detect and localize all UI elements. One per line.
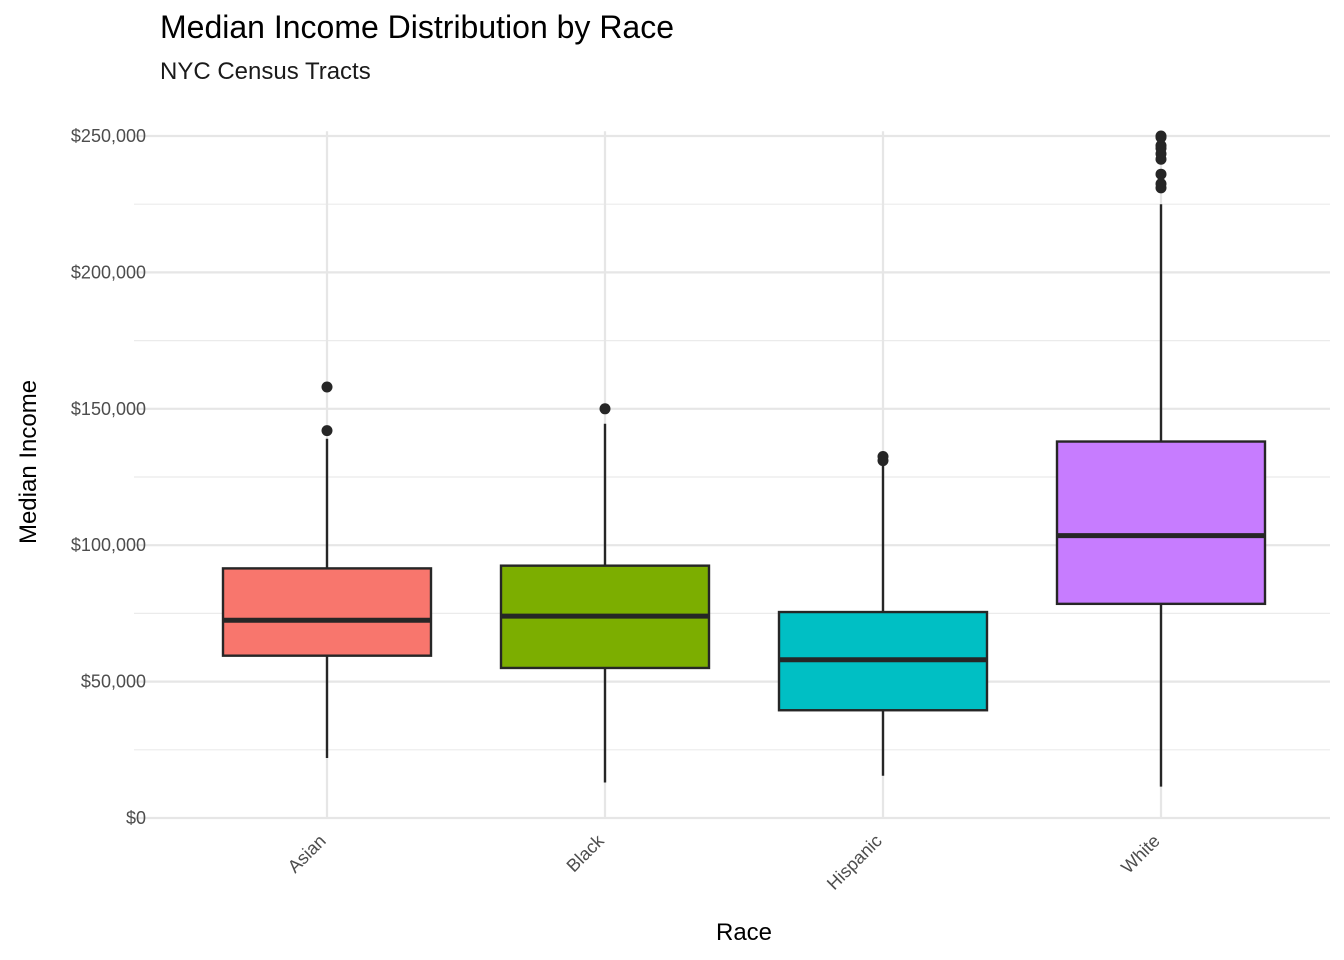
chart-title: Median Income Distribution by Race xyxy=(160,9,675,45)
box-white xyxy=(1055,440,1267,606)
x-axis-title: Race xyxy=(716,919,772,946)
box-asian xyxy=(221,567,433,657)
chart-subtitle: NYC Census Tracts xyxy=(160,58,371,85)
outlier-point xyxy=(1155,130,1167,142)
outlier-point xyxy=(599,403,611,415)
y-tick-label: $250,000 xyxy=(71,126,146,146)
x-tick-label: White xyxy=(1117,831,1164,878)
outlier-point xyxy=(1155,140,1167,152)
outlier-point xyxy=(1155,178,1167,190)
outlier-point xyxy=(321,425,333,437)
x-tick-label: Hispanic xyxy=(823,831,886,894)
boxes xyxy=(221,130,1267,787)
outlier-point xyxy=(1155,168,1167,180)
x-axis-ticks: Asian Black Hispanic White xyxy=(284,830,1164,894)
x-tick-label: Black xyxy=(563,830,609,876)
x-tick-label: Asian xyxy=(284,831,330,877)
y-axis-title: Median Income xyxy=(15,380,42,544)
outlier-point xyxy=(877,451,889,463)
outlier-point xyxy=(321,381,333,393)
y-tick-label: $100,000 xyxy=(71,535,146,555)
y-axis-ticks: $0 $50,000 $100,000 $150,000 $200,000 $250,00… xyxy=(71,126,146,828)
y-tick-label: $150,000 xyxy=(71,399,146,419)
y-tick-label: $50,000 xyxy=(81,672,146,692)
y-tick-label: $200,000 xyxy=(71,262,146,282)
y-tick-label: $0 xyxy=(126,808,146,828)
